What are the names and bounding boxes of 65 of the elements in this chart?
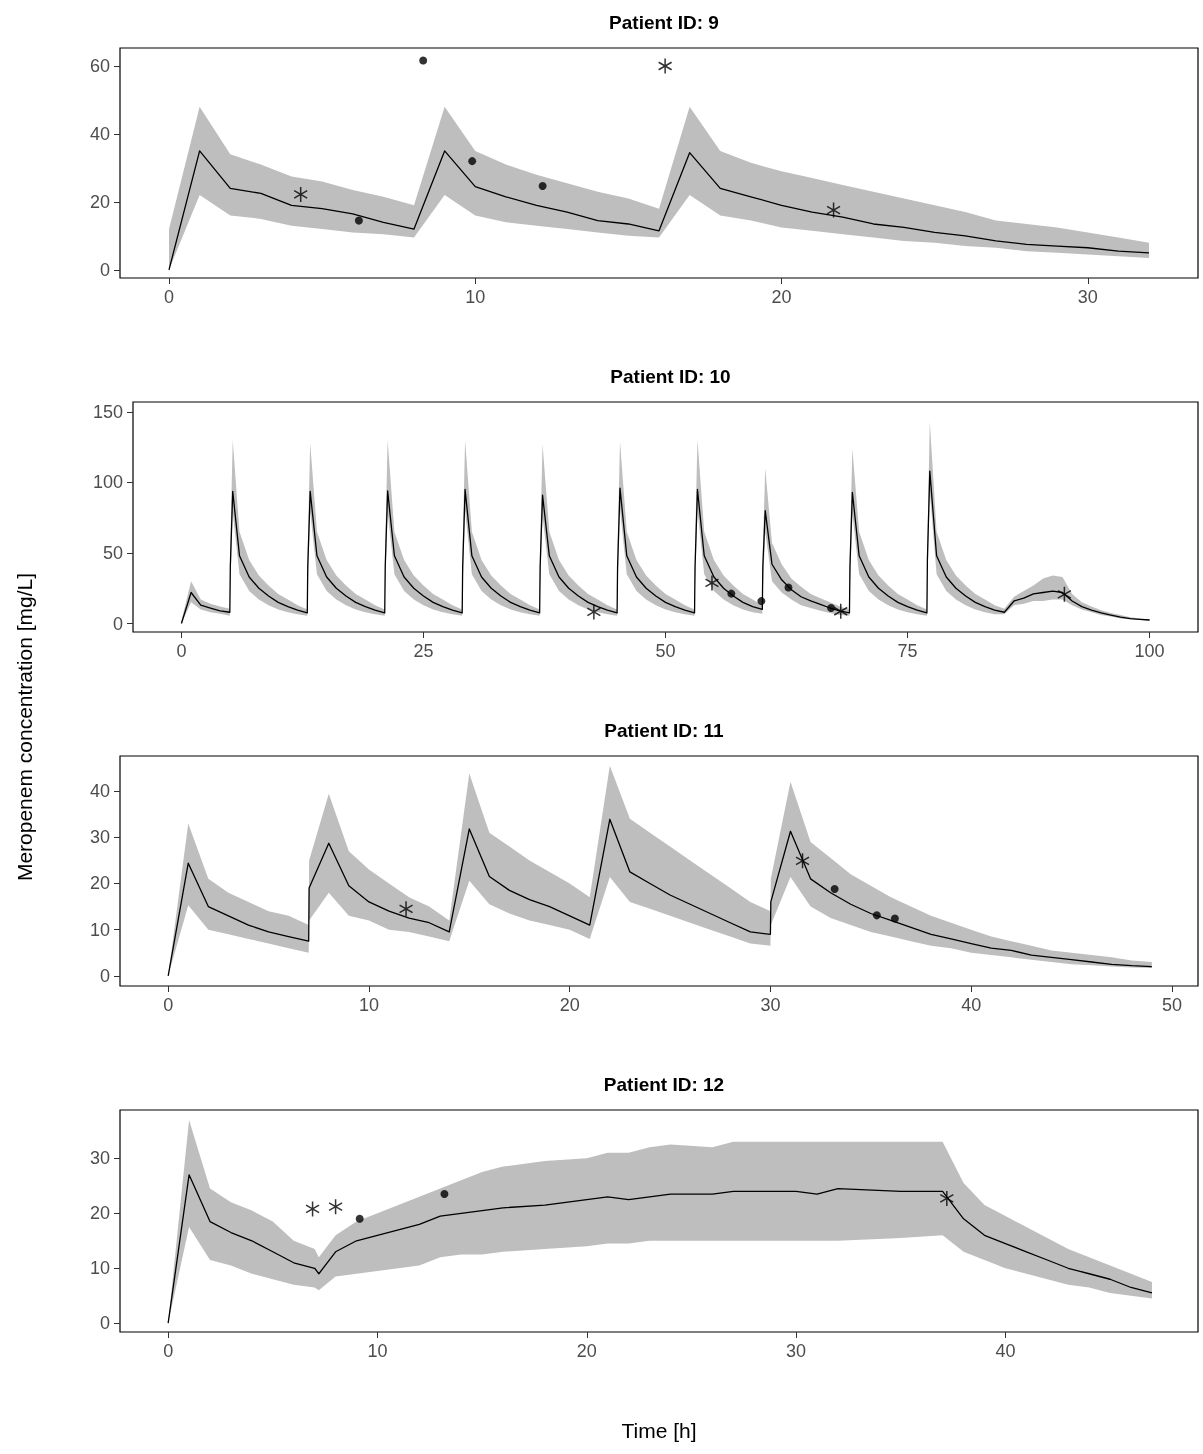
point bbox=[939, 1190, 954, 1206]
x-tick-label: 40 bbox=[995, 1341, 1016, 1361]
point bbox=[705, 575, 719, 591]
x-tick-label: 30 bbox=[760, 995, 781, 1015]
x-tick-label: 100 bbox=[1134, 641, 1165, 661]
point bbox=[830, 885, 839, 894]
x-tick-label: 0 bbox=[163, 287, 175, 307]
line-series bbox=[180, 470, 1151, 625]
x-tick-label: 10 bbox=[358, 995, 379, 1015]
point bbox=[727, 589, 736, 598]
y-tick-label: 20 bbox=[89, 1203, 110, 1224]
point bbox=[399, 901, 413, 917]
y-tick-label: 10 bbox=[89, 919, 110, 940]
chart-title: Patient ID: 12 bbox=[603, 1074, 725, 1095]
y-tick-label: 60 bbox=[89, 56, 110, 77]
chart-title: Patient ID: 10 bbox=[610, 366, 731, 387]
y-tick-label: 10 bbox=[89, 1258, 110, 1279]
y-axis-title: Meropenem concentration [mg/L] bbox=[13, 572, 37, 882]
line-series bbox=[167, 818, 1153, 977]
point bbox=[354, 216, 363, 225]
chart-title: Patient ID: 9 bbox=[609, 12, 719, 33]
x-tick-label: 50 bbox=[655, 641, 676, 661]
line-series bbox=[167, 1174, 1153, 1324]
point bbox=[890, 914, 899, 923]
y-tick-label: 0 bbox=[112, 613, 123, 634]
x-axis-title: Time [h] bbox=[621, 1419, 697, 1442]
y-tick-label: 30 bbox=[89, 1148, 110, 1169]
point bbox=[757, 597, 766, 606]
x-tick-label: 0 bbox=[163, 995, 174, 1015]
y-tick-label: 50 bbox=[102, 542, 123, 563]
point bbox=[355, 1214, 364, 1223]
y-tick-label: 0 bbox=[99, 259, 110, 280]
chart-title: Patient ID: 11 bbox=[604, 720, 725, 741]
x-tick-label: 50 bbox=[1161, 995, 1182, 1015]
y-tick-label: 150 bbox=[92, 401, 123, 422]
x-tick-label: 40 bbox=[961, 995, 982, 1015]
x-tick-label: 20 bbox=[559, 995, 580, 1015]
x-tick-label: 75 bbox=[897, 641, 918, 661]
y-tick-label: 30 bbox=[89, 827, 110, 848]
point bbox=[658, 58, 672, 74]
x-tick-label: 25 bbox=[413, 641, 434, 661]
x-tick-label: 10 bbox=[367, 1341, 388, 1361]
point bbox=[419, 56, 428, 65]
point bbox=[538, 181, 547, 190]
point bbox=[784, 583, 793, 592]
y-tick-label: 100 bbox=[92, 472, 123, 493]
point bbox=[827, 604, 836, 613]
x-tick-label: 10 bbox=[465, 287, 486, 307]
point bbox=[586, 604, 601, 620]
y-tick-label: 40 bbox=[89, 781, 110, 802]
point bbox=[440, 1190, 449, 1199]
point bbox=[872, 911, 881, 920]
x-tick-label: 0 bbox=[176, 641, 187, 661]
y-tick-label: 20 bbox=[89, 191, 110, 212]
y-tick-label: 40 bbox=[89, 123, 110, 144]
y-tick-label: 0 bbox=[99, 965, 110, 986]
x-tick-label: 20 bbox=[771, 287, 792, 307]
x-tick-label: 20 bbox=[576, 1341, 597, 1361]
point bbox=[468, 157, 477, 166]
x-tick-label: 30 bbox=[1077, 287, 1098, 307]
line-series bbox=[168, 150, 1150, 271]
x-tick-label: 0 bbox=[163, 1341, 174, 1361]
x-tick-label: 30 bbox=[786, 1341, 807, 1361]
y-tick-label: 0 bbox=[99, 1313, 110, 1334]
y-tick-label: 20 bbox=[89, 873, 110, 894]
